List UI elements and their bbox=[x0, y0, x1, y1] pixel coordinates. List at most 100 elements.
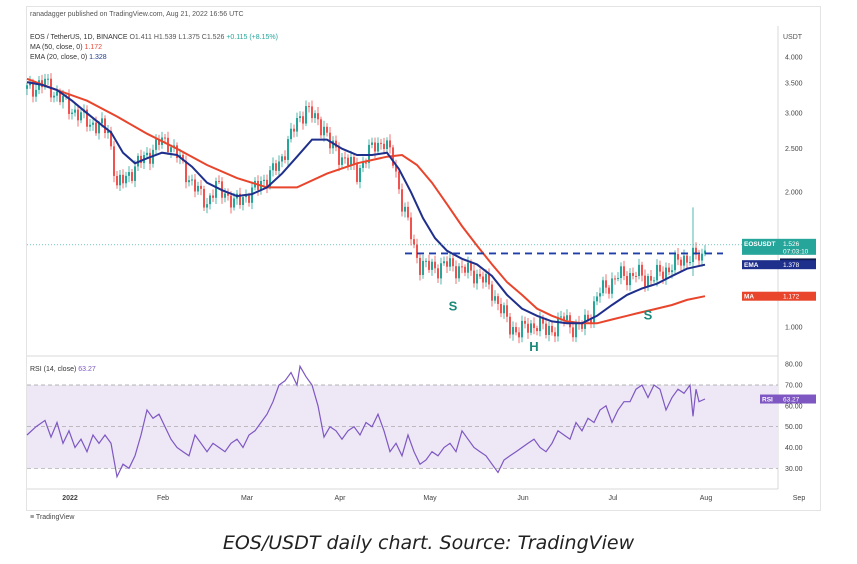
candle-body bbox=[305, 106, 307, 124]
rsi-legend[interactable]: RSI (14, close) 63.27 bbox=[30, 366, 96, 373]
candle-body bbox=[455, 266, 457, 279]
candle-body bbox=[686, 255, 688, 263]
candle-body bbox=[308, 106, 310, 108]
candle-body bbox=[395, 165, 397, 172]
rsi-tick-label: 80.00 bbox=[785, 362, 803, 369]
candle-body bbox=[359, 167, 361, 182]
symbol-label[interactable]: EOS / TetherUS, 1D, BINANCE bbox=[30, 34, 128, 41]
candle-body bbox=[194, 179, 196, 192]
candle-body bbox=[281, 156, 283, 162]
candle-body bbox=[398, 171, 400, 190]
candle-body bbox=[149, 152, 151, 164]
candle-body bbox=[362, 162, 364, 168]
candle-body bbox=[656, 264, 658, 281]
candle-body bbox=[290, 128, 292, 140]
candle-body bbox=[278, 161, 280, 171]
tradingview-logo[interactable]: ≡ TradingView bbox=[30, 514, 74, 521]
candle-body bbox=[602, 280, 604, 294]
y-tick-label: 2.500 bbox=[785, 146, 803, 153]
candle-body bbox=[518, 332, 520, 338]
candle-body bbox=[425, 260, 427, 262]
candle-body bbox=[326, 126, 328, 133]
candle-body bbox=[248, 195, 250, 203]
chart-svg[interactable]: SHS USDT4.0003.5003.0002.5002.0001.5001.… bbox=[0, 0, 857, 512]
x-tick-label: May bbox=[423, 495, 437, 502]
candle-body bbox=[314, 113, 316, 119]
ema-legend-value: 1.328 bbox=[89, 54, 107, 61]
candle-body bbox=[32, 82, 34, 97]
candle-body bbox=[53, 95, 55, 98]
tradingview-logo-text: TradingView bbox=[35, 514, 75, 521]
candle-body bbox=[560, 316, 562, 318]
candle-body bbox=[440, 263, 442, 279]
candle-body bbox=[515, 327, 517, 333]
candle-body bbox=[272, 163, 274, 171]
candle-body bbox=[617, 278, 619, 280]
candle-body bbox=[188, 180, 190, 183]
candle-body bbox=[200, 185, 202, 189]
candle-body bbox=[689, 262, 691, 264]
ema-legend[interactable]: EMA (20, close, 0) 1.328 bbox=[30, 54, 107, 61]
candle-body bbox=[557, 317, 559, 337]
candle-body bbox=[623, 266, 625, 276]
candle-body bbox=[239, 193, 241, 205]
candle-body bbox=[98, 123, 100, 134]
candle-body bbox=[701, 253, 703, 261]
ma-legend-value: 1.172 bbox=[84, 44, 103, 51]
candle-body bbox=[554, 332, 556, 337]
candle-body bbox=[542, 317, 544, 324]
candle-body bbox=[665, 267, 667, 279]
candle-body bbox=[80, 112, 82, 121]
candle-body bbox=[674, 254, 676, 271]
candle-body bbox=[692, 247, 694, 263]
candle-body bbox=[275, 163, 277, 171]
candle-body bbox=[590, 319, 592, 323]
candle-body bbox=[473, 270, 475, 284]
candle-body bbox=[548, 325, 550, 335]
figure-caption: EOS/USDT daily chart. Source: TradingVie… bbox=[222, 532, 635, 554]
candle-body bbox=[650, 276, 652, 281]
candle-body bbox=[563, 316, 565, 321]
open-value: O1.411 bbox=[129, 34, 152, 41]
candle-body bbox=[368, 144, 370, 163]
ema-price-value: 1.378 bbox=[783, 262, 800, 269]
x-tick-label: Mar bbox=[241, 495, 254, 502]
pattern-label-0: S bbox=[449, 298, 458, 313]
ma-legend[interactable]: MA (50, close, 0) 1.172 bbox=[30, 44, 102, 51]
annotation-layer: S H S bbox=[449, 298, 653, 354]
candle-body bbox=[389, 140, 391, 148]
candle-body bbox=[644, 275, 646, 287]
ema20-line[interactable] bbox=[26, 81, 706, 325]
rsi-line[interactable] bbox=[26, 364, 706, 479]
candle-body bbox=[92, 122, 94, 125]
candle-body bbox=[407, 206, 409, 218]
candle-body bbox=[683, 255, 685, 266]
last-price-symbol: EOSUSDT bbox=[744, 241, 775, 248]
x-tick-label: Aug bbox=[700, 495, 713, 502]
candles-layer bbox=[26, 73, 706, 344]
candle-body bbox=[485, 274, 487, 283]
candle-body bbox=[458, 266, 460, 279]
candle-body bbox=[422, 260, 424, 275]
rsi-tick-label: 60.00 bbox=[785, 403, 803, 410]
rsi-price-name: RSI bbox=[762, 397, 773, 404]
high-value: H1.539 bbox=[153, 34, 177, 41]
candle-body bbox=[134, 166, 136, 181]
candle-body bbox=[506, 305, 508, 317]
candle-body bbox=[587, 314, 589, 320]
candle-body bbox=[581, 323, 583, 329]
candle-body bbox=[494, 296, 496, 301]
candle-body bbox=[89, 124, 91, 127]
candle-body bbox=[638, 264, 640, 277]
axis-layer: USDT4.0003.5003.0002.5002.0001.5001.0008… bbox=[62, 34, 805, 502]
candle-body bbox=[158, 139, 160, 145]
candle-body bbox=[242, 197, 244, 205]
ma50-line[interactable] bbox=[26, 77, 706, 325]
x-tick-label: Apr bbox=[335, 495, 347, 502]
candle-body bbox=[164, 137, 166, 139]
candle-body bbox=[632, 273, 634, 276]
candle-body bbox=[377, 142, 379, 152]
low-value: L1.375 bbox=[178, 34, 200, 41]
candle-body bbox=[155, 139, 157, 150]
close-value: C1.526 bbox=[201, 34, 225, 41]
